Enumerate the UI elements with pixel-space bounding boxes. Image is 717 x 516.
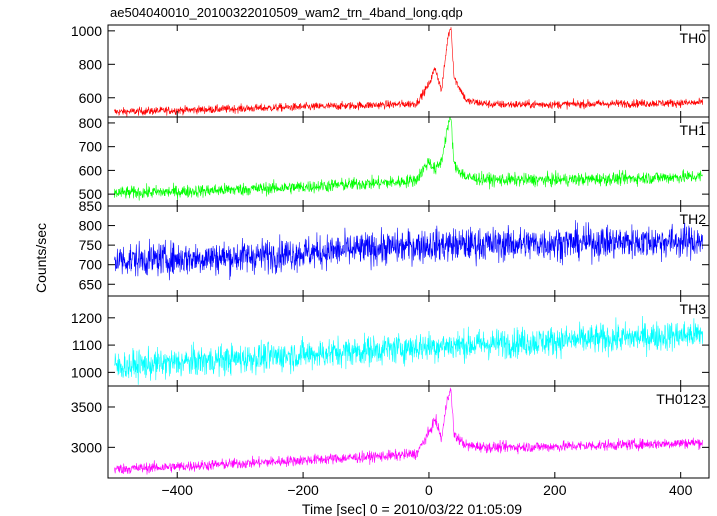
x-tick-label: 200 [543, 482, 567, 498]
x-tick-label: −400 [161, 482, 193, 498]
series-line-th0123 [114, 387, 703, 475]
panel-th0123: 3000 3500 TH0123 [71, 385, 710, 479]
y-tick-label: 3000 [71, 439, 102, 455]
panel-th2: 650 700 750 800 850 TH2 [79, 198, 710, 297]
y-axis-label: Counts/sec [33, 223, 49, 293]
y-tick-label: 700 [79, 139, 103, 155]
panel-label-th1: TH1 [680, 122, 707, 138]
y-tick-label: 3500 [71, 399, 102, 415]
y-tick-label: 600 [79, 162, 103, 178]
panel-label-th0: TH0 [680, 30, 707, 46]
panel-frame [107, 385, 710, 479]
x-tick-label: −200 [287, 482, 319, 498]
series-line-th1 [114, 117, 703, 201]
y-tick-label: 1100 [72, 337, 102, 353]
y-tick-label: 700 [79, 257, 103, 273]
y-tick-label: 800 [79, 56, 103, 72]
y-tick-label: 850 [79, 198, 103, 214]
x-tick-label: 400 [669, 482, 693, 498]
panels-group: 600 800 1000 TH0 500 600 700 800 TH1 650 700 750 800… [71, 23, 710, 479]
panel-th0: 600 800 1000 TH0 [71, 23, 710, 118]
panel-th1: 500 600 700 800 TH1 [79, 115, 710, 207]
panel-label-th0123: TH0123 [656, 391, 706, 407]
y-tick-label: 650 [79, 276, 103, 292]
panel-th3: 1000 1100 1200 TH3 [71, 295, 710, 387]
series-line-th2 [114, 220, 703, 281]
series-line-th0 [114, 27, 703, 117]
panel-label-th2: TH2 [680, 211, 707, 227]
y-tick-label: 750 [79, 237, 103, 253]
y-tick-label: 1000 [71, 364, 102, 380]
y-tick-label: 1000 [71, 23, 102, 39]
y-tick-label: 800 [79, 218, 103, 234]
panel-label-th3: TH3 [680, 301, 707, 317]
y-tick-label: 600 [79, 90, 103, 106]
x-axis-label: Time [sec] 0 = 2010/03/22 01:05:09 [302, 501, 522, 516]
series-line-th3 [114, 315, 703, 385]
chart-title: ae504040010_20100322010509_wam2_trn_4ban… [110, 5, 463, 20]
x-tick-label: 0 [425, 482, 433, 498]
y-tick-label: 1200 [71, 310, 102, 326]
y-tick-label: 500 [79, 186, 103, 202]
y-tick-label: 800 [79, 115, 103, 131]
x-axis: −400 −200 0 200 400 [161, 482, 692, 498]
